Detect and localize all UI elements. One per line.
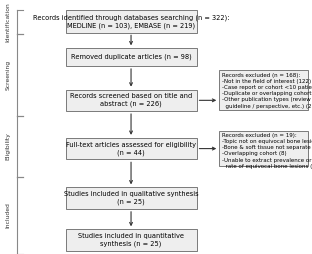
FancyBboxPatch shape — [219, 70, 308, 110]
FancyBboxPatch shape — [66, 229, 197, 251]
Text: Identification: Identification — [5, 2, 10, 42]
FancyBboxPatch shape — [66, 48, 197, 66]
Text: Records excluded (n = 168):
-Not in the field of interest (122)
-Case report or : Records excluded (n = 168): -Not in the … — [222, 73, 312, 108]
Text: Studies included in quantitative
synthesis (n = 25): Studies included in quantitative synthes… — [78, 233, 184, 247]
FancyBboxPatch shape — [66, 90, 197, 111]
Text: Full-text articles assessed for eligibility
(n = 44): Full-text articles assessed for eligibil… — [66, 141, 196, 156]
Text: Screening: Screening — [5, 60, 10, 90]
FancyBboxPatch shape — [219, 131, 308, 166]
Text: Records screened based on title and
abstract (n = 226): Records screened based on title and abst… — [70, 93, 192, 107]
FancyBboxPatch shape — [66, 187, 197, 209]
Text: Eligibility: Eligibility — [5, 132, 10, 160]
Text: Records excluded (n = 19):
-Topic not on equivocal bone lesion (3)
-Bone & soft : Records excluded (n = 19): -Topic not on… — [222, 133, 312, 169]
Text: Records identified through databases searching (n = 322):
MEDLINE (n = 103), EMB: Records identified through databases sea… — [33, 14, 229, 29]
FancyBboxPatch shape — [66, 138, 197, 160]
Text: Studies included in qualitative synthesis
(n = 25): Studies included in qualitative synthesi… — [64, 191, 198, 205]
Text: Included: Included — [5, 202, 10, 228]
FancyBboxPatch shape — [66, 10, 197, 33]
Text: Removed duplicate articles (n = 98): Removed duplicate articles (n = 98) — [71, 54, 192, 60]
